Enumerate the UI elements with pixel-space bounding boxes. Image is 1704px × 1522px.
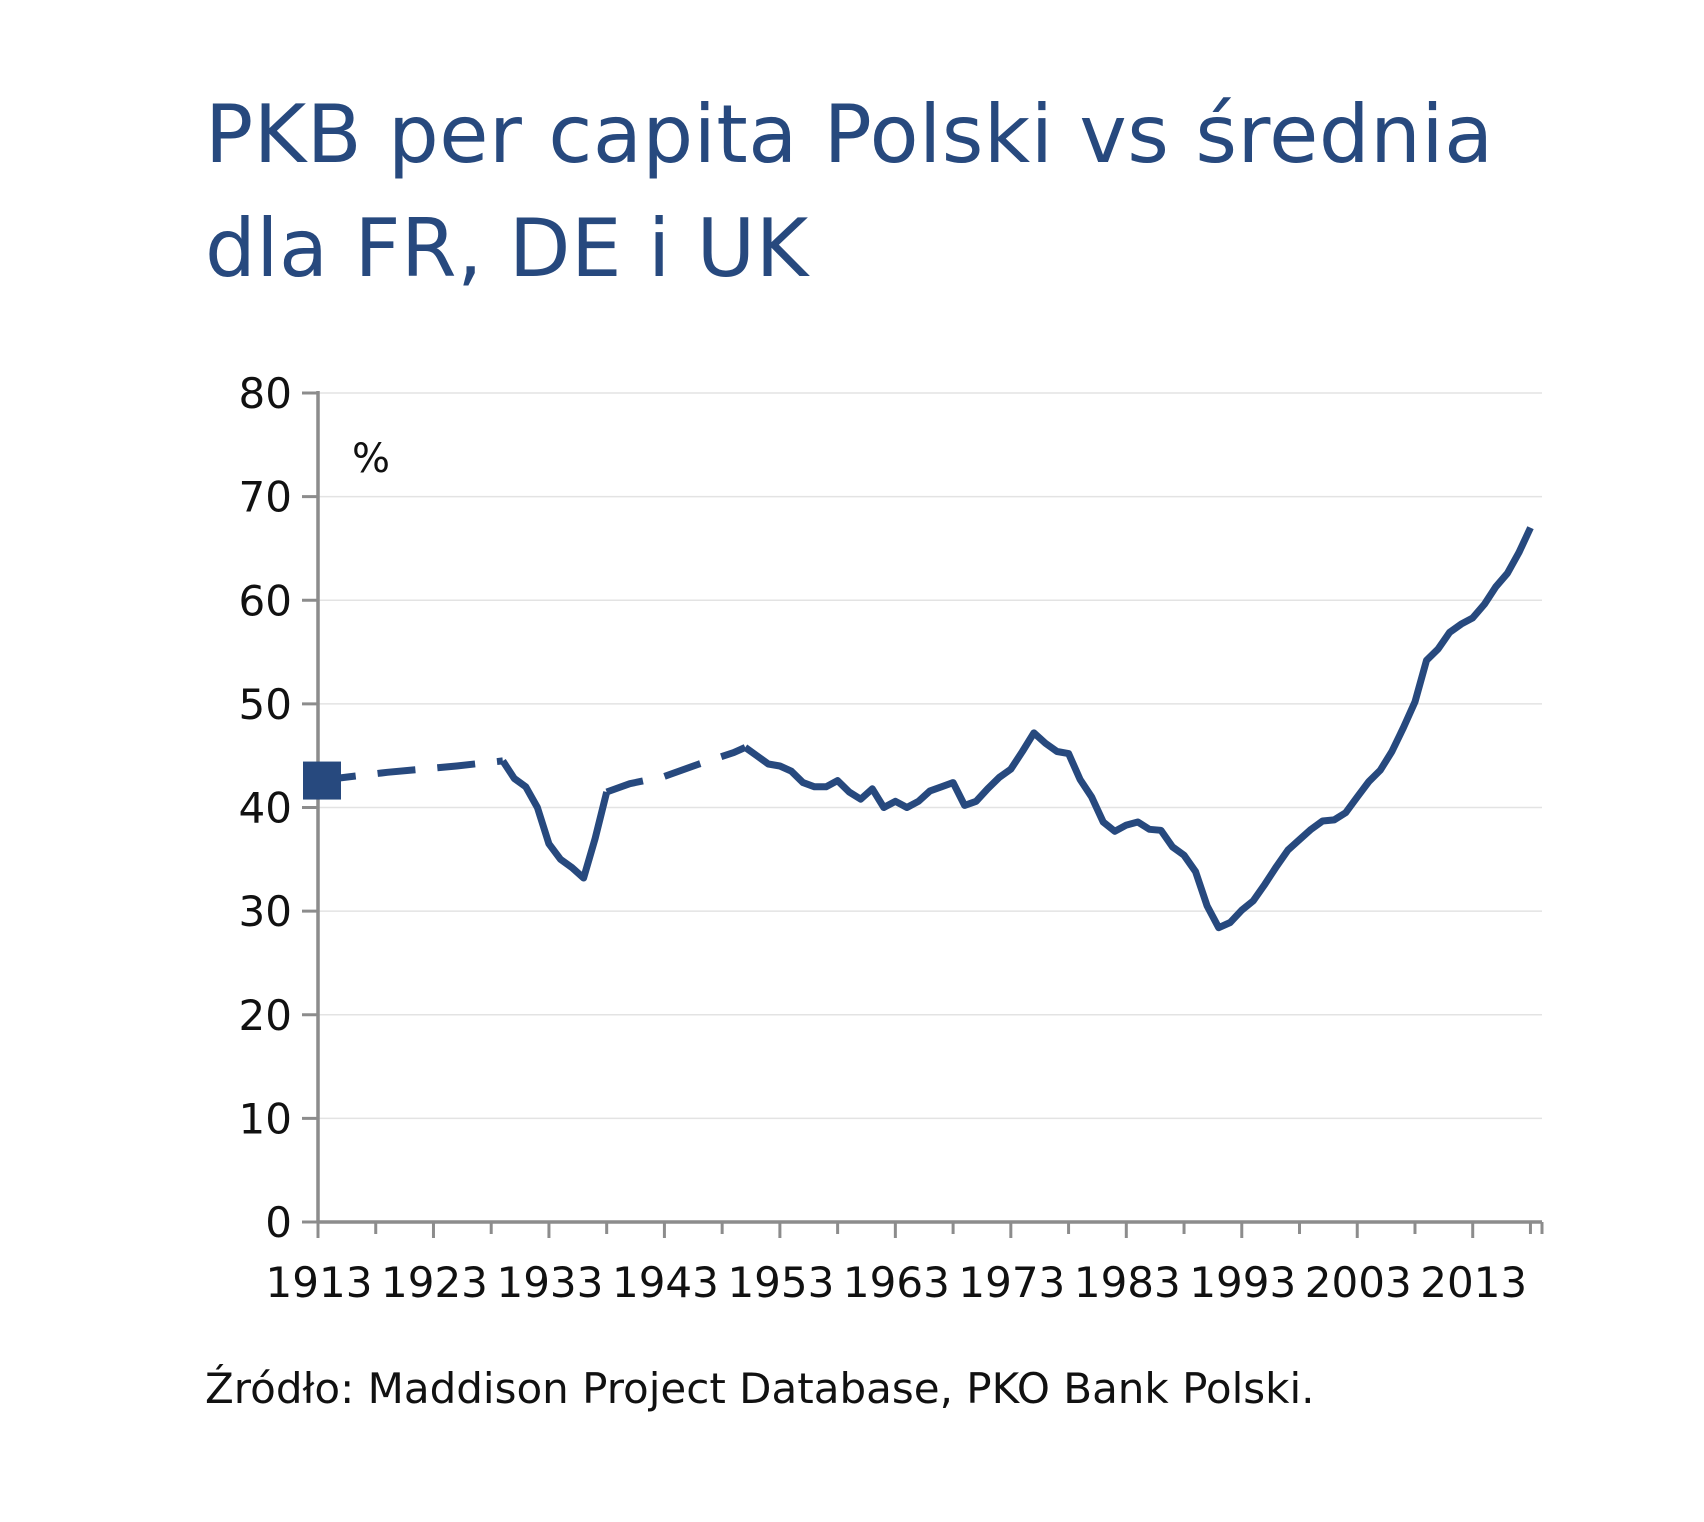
y-tick-label-4: 40	[239, 784, 292, 833]
x-tick-label-4: 1953	[727, 1258, 834, 1307]
x-tick-label-2: 1933	[496, 1258, 603, 1307]
y-tick-label-3: 30	[239, 887, 292, 936]
y-tick-label-1: 10	[239, 1094, 292, 1143]
markers	[303, 761, 341, 800]
y-tick-label-0: 0	[265, 1198, 292, 1247]
start-marker-square	[303, 761, 341, 800]
series-lines	[317, 526, 1534, 932]
axes	[302, 391, 1544, 1238]
source-note: Źródło: Maddison Project Database, PKO B…	[205, 1364, 1315, 1413]
gridlines	[318, 392, 1542, 1120]
x-tick-label-10: 2013	[1420, 1258, 1527, 1307]
y-tick-labels: 0 10 20 30 40 50 60 70 80	[239, 369, 292, 1247]
x-tick-label-0: 1913	[266, 1258, 373, 1307]
x-tick-label-1: 1923	[381, 1258, 488, 1307]
x-tick-labels: 1913 1923 1933 1943 1953 1963 1973 1983 1993 2003…	[266, 1258, 1528, 1307]
x-tick-label-9: 2003	[1305, 1258, 1412, 1307]
y-tick-label-8: 80	[239, 369, 292, 418]
y-tick-label-2: 20	[239, 991, 292, 1040]
y-tick-label-7: 70	[239, 473, 292, 522]
x-tick-label-5: 1963	[843, 1258, 950, 1307]
unit-label: %	[352, 436, 390, 482]
y-tick-label-6: 60	[239, 576, 292, 625]
y-tick-label-5: 50	[239, 680, 292, 729]
series-segment-2-dashed	[605, 744, 747, 796]
series-segment-1-solid	[499, 758, 611, 882]
x-tick-label-8: 1993	[1189, 1258, 1296, 1307]
x-tick-label-7: 1983	[1074, 1258, 1181, 1307]
series-segment-0-dashed	[317, 757, 504, 785]
x-tick-label-3: 1943	[612, 1258, 719, 1307]
chart-title: PKB per capita Polski vs średnia dla FR,…	[205, 88, 1494, 295]
series-segment-3-solid	[743, 526, 1534, 932]
x-tick-label-6: 1973	[958, 1258, 1065, 1307]
